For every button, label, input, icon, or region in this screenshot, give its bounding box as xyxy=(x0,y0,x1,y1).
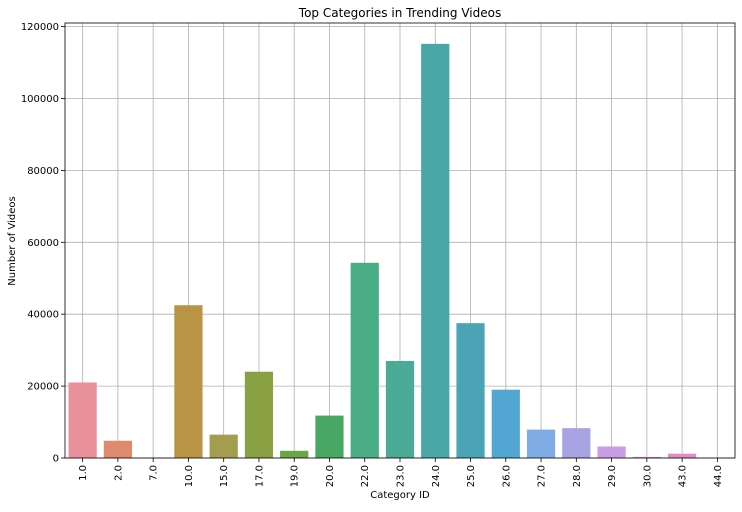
x-tick-label: 7.0 xyxy=(149,465,160,481)
x-tick-label: 22.0 xyxy=(360,465,371,487)
y-tick-label: 120000 xyxy=(21,22,59,33)
x-axis-label: Category ID xyxy=(370,490,430,501)
x-tick-label: 29.0 xyxy=(607,465,618,487)
x-tick-label: 23.0 xyxy=(396,465,407,487)
y-tick-label: 40000 xyxy=(27,310,59,321)
x-tick-label: 27.0 xyxy=(537,465,548,487)
bar-15-0 xyxy=(210,435,238,458)
y-tick-label: 80000 xyxy=(27,166,59,177)
bar-24-0 xyxy=(421,44,449,458)
y-tick-label: 100000 xyxy=(21,94,59,105)
x-tick-label: 17.0 xyxy=(254,465,265,487)
x-tick-label: 24.0 xyxy=(431,465,442,487)
x-tick-label: 1.0 xyxy=(78,465,89,481)
x-tick-label: 19.0 xyxy=(290,465,301,487)
bar-22-0 xyxy=(351,263,379,458)
chart-title: Top Categories in Trending Videos xyxy=(298,6,501,20)
x-tick-label: 44.0 xyxy=(713,465,724,487)
bar-20-0 xyxy=(315,416,343,458)
bar-23-0 xyxy=(386,361,414,458)
bar-25-0 xyxy=(456,323,484,458)
y-tick-label: 60000 xyxy=(27,238,59,249)
y-tick-label: 20000 xyxy=(27,382,59,393)
x-tick-label: 2.0 xyxy=(113,465,124,481)
y-tick-label: 0 xyxy=(53,454,59,465)
x-tick-label: 43.0 xyxy=(678,465,689,487)
bar-19-0 xyxy=(280,451,308,458)
x-axis-ticks: 1.0 2.0 7.0 10.0 15.0 17.0 19.0 20.0 22.0 23.0 24.… xyxy=(78,458,724,487)
x-tick-label: 20.0 xyxy=(325,465,336,487)
bar-27-0 xyxy=(527,430,555,458)
bar-29-0 xyxy=(597,446,625,458)
bar-43-0 xyxy=(668,454,696,458)
bar-26-0 xyxy=(492,390,520,458)
x-tick-label: 10.0 xyxy=(184,465,195,487)
bar-17-0 xyxy=(245,372,273,458)
x-tick-label: 28.0 xyxy=(572,465,583,487)
bar-28-0 xyxy=(562,428,590,458)
x-tick-label: 25.0 xyxy=(466,465,477,487)
x-tick-label: 15.0 xyxy=(219,465,230,487)
x-tick-label: 30.0 xyxy=(642,465,653,487)
bar-2-0 xyxy=(104,441,132,458)
bar-1-0 xyxy=(69,383,97,458)
x-tick-label: 26.0 xyxy=(501,465,512,487)
bar-10-0 xyxy=(174,305,202,458)
y-axis-label: Number of Videos xyxy=(7,196,18,285)
y-axis-ticks: 0 20000 40000 60000 80000 100000 120000 xyxy=(21,22,65,464)
